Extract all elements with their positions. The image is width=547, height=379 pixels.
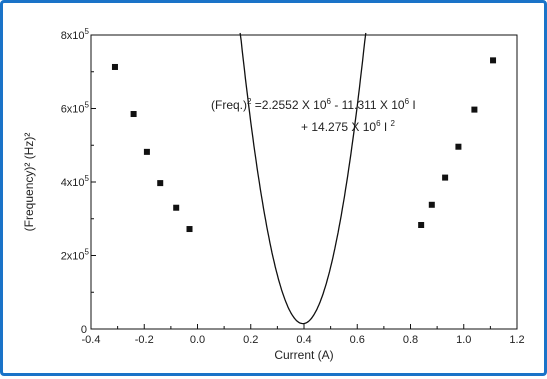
x-tick-label: -0.2	[135, 334, 154, 346]
equation-line-1: (Freq.)2 =2.2552 X 106 - 11.311 X 106 I	[211, 97, 416, 112]
y-axis-title: (Frequency)² (Hz)²	[22, 133, 36, 232]
x-tick-label: 0.6	[350, 334, 365, 346]
x-tick-label: 0.4	[296, 334, 311, 346]
x-tick-label: 1.0	[456, 334, 471, 346]
y-tick-label: 0	[81, 324, 87, 336]
x-tick-label: 1.2	[509, 334, 524, 346]
data-point	[418, 221, 425, 228]
y-tick-label: 8x105	[61, 27, 90, 42]
y-tick-label: 6x105	[61, 101, 90, 116]
fit-curve	[239, 32, 367, 325]
x-tick-label: 0.0	[190, 334, 205, 346]
x-tick-label: -0.4	[82, 334, 101, 346]
y-tick-label: 4x105	[61, 174, 90, 189]
chart-svg: -0.4 -0.2 0.0 0.2 0.4 0.6 0.8 1.0 1.2 0 2x105 4x105…	[22, 27, 525, 362]
data-point	[173, 204, 180, 211]
x-tick-label: 0.8	[403, 334, 418, 346]
x-tick-label: 0.2	[243, 334, 258, 346]
data-point	[442, 174, 449, 181]
data-point	[111, 63, 118, 70]
data-point	[428, 201, 435, 208]
data-point	[130, 111, 137, 118]
equation-line-2: + 14.275 X 106 I 2	[301, 119, 396, 134]
plot-area	[90, 34, 518, 330]
data-point	[143, 148, 150, 155]
data-point	[471, 106, 478, 113]
data-point	[186, 226, 193, 233]
data-point	[490, 57, 497, 64]
data-point	[157, 180, 164, 187]
y-tick-label: 2x105	[61, 248, 90, 263]
x-axis-title: Current (A)	[274, 348, 333, 362]
data-point	[455, 143, 462, 150]
